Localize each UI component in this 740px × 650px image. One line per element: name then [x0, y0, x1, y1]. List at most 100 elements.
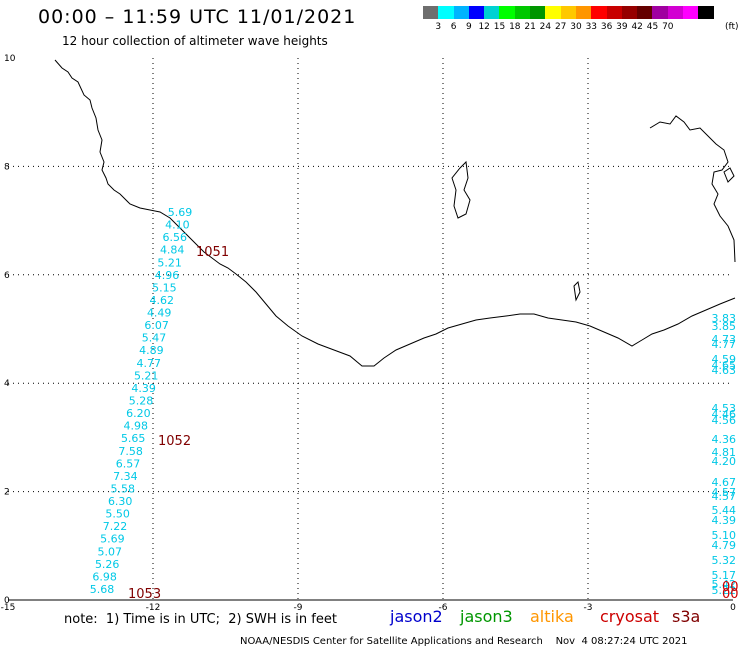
swh-value: 5.50 [105, 508, 130, 521]
x-tick-label: 0 [730, 603, 736, 610]
buoy-id: 1051 [196, 245, 229, 260]
satellite-legend-item: jason2 [390, 607, 443, 626]
footer-note: note: 1) Time is in UTC; 2) SWH is in fe… [64, 612, 337, 627]
colorbar-swatch [453, 6, 469, 19]
colorbar-label: 27 [554, 22, 567, 32]
swh-value: 5.17 [712, 569, 737, 582]
swh-value: 4.56 [712, 414, 737, 427]
island-small [573, 280, 581, 302]
satellite-legend-item: jason3 [460, 607, 513, 626]
satellite-legend-item: s3a [672, 607, 701, 626]
swh-value: 5.07 [98, 545, 123, 558]
y-tick-label: 4 [4, 379, 10, 389]
x-tick-label: -9 [294, 603, 303, 610]
swh-value: 4.49 [147, 307, 172, 320]
swh-value-red: 00 [722, 587, 739, 602]
swh-value: 4.77 [712, 338, 737, 351]
swh-value: 4.39 [712, 514, 737, 527]
buoy-id: 1052 [158, 434, 191, 449]
colorbar-label: 3 [435, 22, 442, 32]
colorbar-unit: (ft) [725, 22, 739, 32]
swh-value: 6.56 [163, 231, 188, 244]
coastline-west [54, 59, 736, 367]
colorbar-label: 24 [539, 22, 552, 32]
colorbar-swatch [499, 6, 515, 19]
swh-value: 4.96 [155, 269, 180, 282]
swh-value: 4.73 [712, 333, 737, 346]
colorbar-label: 70 [662, 22, 674, 32]
x-tick-label: -12 [146, 603, 161, 610]
colorbar-swatch [652, 6, 668, 19]
colorbar-swatch [606, 6, 622, 19]
swh-value: 4.77 [137, 357, 162, 370]
wave-height-colorbar [423, 6, 714, 19]
swh-value: 4.62 [150, 294, 175, 307]
map-subtitle: 12 hour collection of altimeter wave hei… [62, 34, 328, 48]
colorbar-swatch [514, 6, 531, 19]
swh-value: 5.28 [129, 395, 154, 408]
swh-value: 7.22 [103, 520, 128, 533]
colorbar-label: 9 [466, 22, 472, 32]
colorbar-label: 39 [616, 22, 628, 32]
map-title: 00:00 – 11:59 UTC 11/01/2021 [38, 6, 357, 28]
swh-value: 5.69 [100, 533, 125, 546]
swh-value: 5.42 [712, 578, 737, 591]
swh-value: 3.83 [712, 312, 737, 325]
swh-value: 4.46 [712, 408, 737, 421]
colorbar-label: 6 [450, 22, 457, 32]
swh-value: 5.10 [712, 529, 737, 542]
left-altimeter-track: 5.694.106.564.845.214.965.154.624.496.07… [90, 206, 193, 596]
swh-value: 5.21 [157, 256, 182, 269]
colorbar-swatch [698, 6, 714, 19]
swh-value: 6.57 [116, 457, 141, 470]
colorbar-label: 33 [585, 22, 598, 32]
swh-value: 4.53 [712, 402, 737, 415]
swh-value: 4.63 [712, 364, 737, 377]
swh-value: 4.89 [139, 344, 164, 357]
swh-value: 5.21 [134, 369, 159, 382]
y-tick-label: 0 [4, 596, 10, 606]
swh-value: 5.65 [121, 432, 146, 445]
colorbar-swatch [530, 6, 546, 19]
x-tick-label: -3 [584, 603, 593, 610]
colorbar-labels: (ft) 3 6 9 12 15 18 21 24 27 30 33 36 39 42 45 70 [423, 22, 740, 34]
swh-value: 6.30 [108, 495, 133, 508]
buoy-labels: 1051 1052 1053 [128, 245, 229, 602]
credit-line: NOAA/NESDIS Center for Satellite Applica… [240, 636, 688, 647]
swh-value: 5.68 [90, 583, 115, 596]
colorbar-swatch [683, 6, 699, 19]
colorbar-label: 42 [631, 22, 643, 32]
swh-value: 6.98 [92, 570, 117, 583]
y-tick-label: 2 [4, 488, 10, 498]
swh-value: 5.44 [712, 504, 737, 517]
swh-value: 4.81 [712, 446, 737, 459]
buoy-id: 1053 [128, 587, 161, 602]
swh-value: 5.22 [712, 584, 737, 597]
colorbar-swatch [484, 6, 500, 19]
colorbar-label: 18 [509, 22, 521, 32]
swh-value: 7.58 [118, 445, 143, 458]
swh-value: 4.59 [712, 353, 737, 366]
swh-value: 4.67 [712, 476, 737, 489]
swh-value: 4.79 [712, 539, 737, 552]
swh-value: 4.84 [160, 244, 185, 257]
coastline [54, 59, 736, 367]
coastline-northeast [649, 115, 736, 263]
colorbar-swatch [468, 6, 485, 19]
swh-value: 5.32 [712, 554, 737, 567]
swh-value: 4.39 [131, 382, 156, 395]
colorbar-swatch [560, 6, 576, 19]
colorbar-label: 45 [646, 22, 659, 32]
colorbar-swatch [438, 6, 454, 19]
swh-value: 6.20 [126, 407, 151, 420]
colorbar-swatch [575, 6, 592, 19]
swh-value-red: 00 [722, 580, 739, 595]
y-tick-label: 10 [4, 54, 16, 64]
map-grid [8, 58, 733, 601]
island-east [723, 167, 735, 183]
colorbar-label: 30 [570, 22, 582, 32]
swh-value: 4.57 [712, 486, 737, 499]
satellite-legend-item: cryosat [600, 607, 660, 626]
